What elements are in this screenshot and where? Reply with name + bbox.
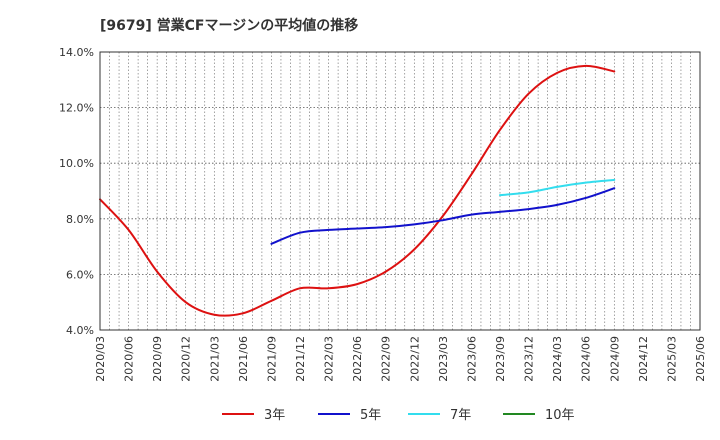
plot-area [100, 52, 700, 330]
x-tick-label: 2024/03 [551, 336, 564, 382]
legend-label: 7年 [450, 408, 471, 423]
x-tick-label: 2022/03 [323, 336, 336, 382]
legend-label: 3年 [264, 408, 285, 423]
x-tick-label: 2024/12 [637, 336, 650, 382]
x-tick-label: 2022/12 [408, 336, 421, 382]
x-tick-label: 2020/09 [151, 336, 164, 382]
x-tick-label: 2024/09 [608, 336, 621, 382]
x-tick-label: 2025/03 [665, 336, 678, 382]
y-tick-label: 6.0% [66, 268, 94, 281]
y-tick-label: 4.0% [66, 324, 94, 337]
series-line-7年 [499, 178, 616, 197]
x-tick-label: 2023/12 [523, 336, 536, 382]
x-tick-label: 2024/06 [580, 336, 593, 382]
x-tick-label: 2023/06 [465, 336, 478, 382]
legend: 3年 5年 7年 10年 [222, 408, 575, 423]
series-lines [99, 64, 616, 317]
series-line-5年 [270, 187, 616, 245]
x-tick-label: 2022/06 [351, 336, 364, 382]
legend-label: 10年 [545, 408, 575, 423]
x-tick-label: 2020/12 [180, 336, 193, 382]
x-tick-label: 2021/12 [294, 336, 307, 382]
y-tick-label: 10.0% [59, 157, 94, 170]
series-line-3年 [99, 64, 616, 317]
y-tick-label: 12.0% [59, 102, 94, 115]
x-tick-label: 2025/06 [694, 336, 707, 382]
chart-title: [9679] 営業CFマージンの平均値の推移 [100, 17, 358, 34]
y-tick-label: 8.0% [66, 213, 94, 226]
x-tick-label: 2021/03 [208, 336, 221, 382]
x-tick-label: 2023/09 [494, 336, 507, 382]
x-tick-label: 2021/09 [265, 336, 278, 382]
x-tick-label: 2023/03 [437, 336, 450, 382]
y-axis-ticks: 4.0% 6.0% 8.0% 10.0% 12.0% 14.0% [59, 46, 94, 337]
x-axis-ticks: 2020/03 2020/06 2020/09 2020/12 2021/03 2021/… [94, 336, 707, 382]
plot-border [99, 51, 701, 331]
x-tick-label: 2020/03 [94, 336, 107, 382]
legend-label: 5年 [360, 408, 381, 423]
x-tick-label: 2021/06 [237, 336, 250, 382]
y-tick-label: 14.0% [59, 46, 94, 59]
x-tick-label: 2020/06 [123, 336, 136, 382]
x-tick-label: 2022/09 [380, 336, 393, 382]
